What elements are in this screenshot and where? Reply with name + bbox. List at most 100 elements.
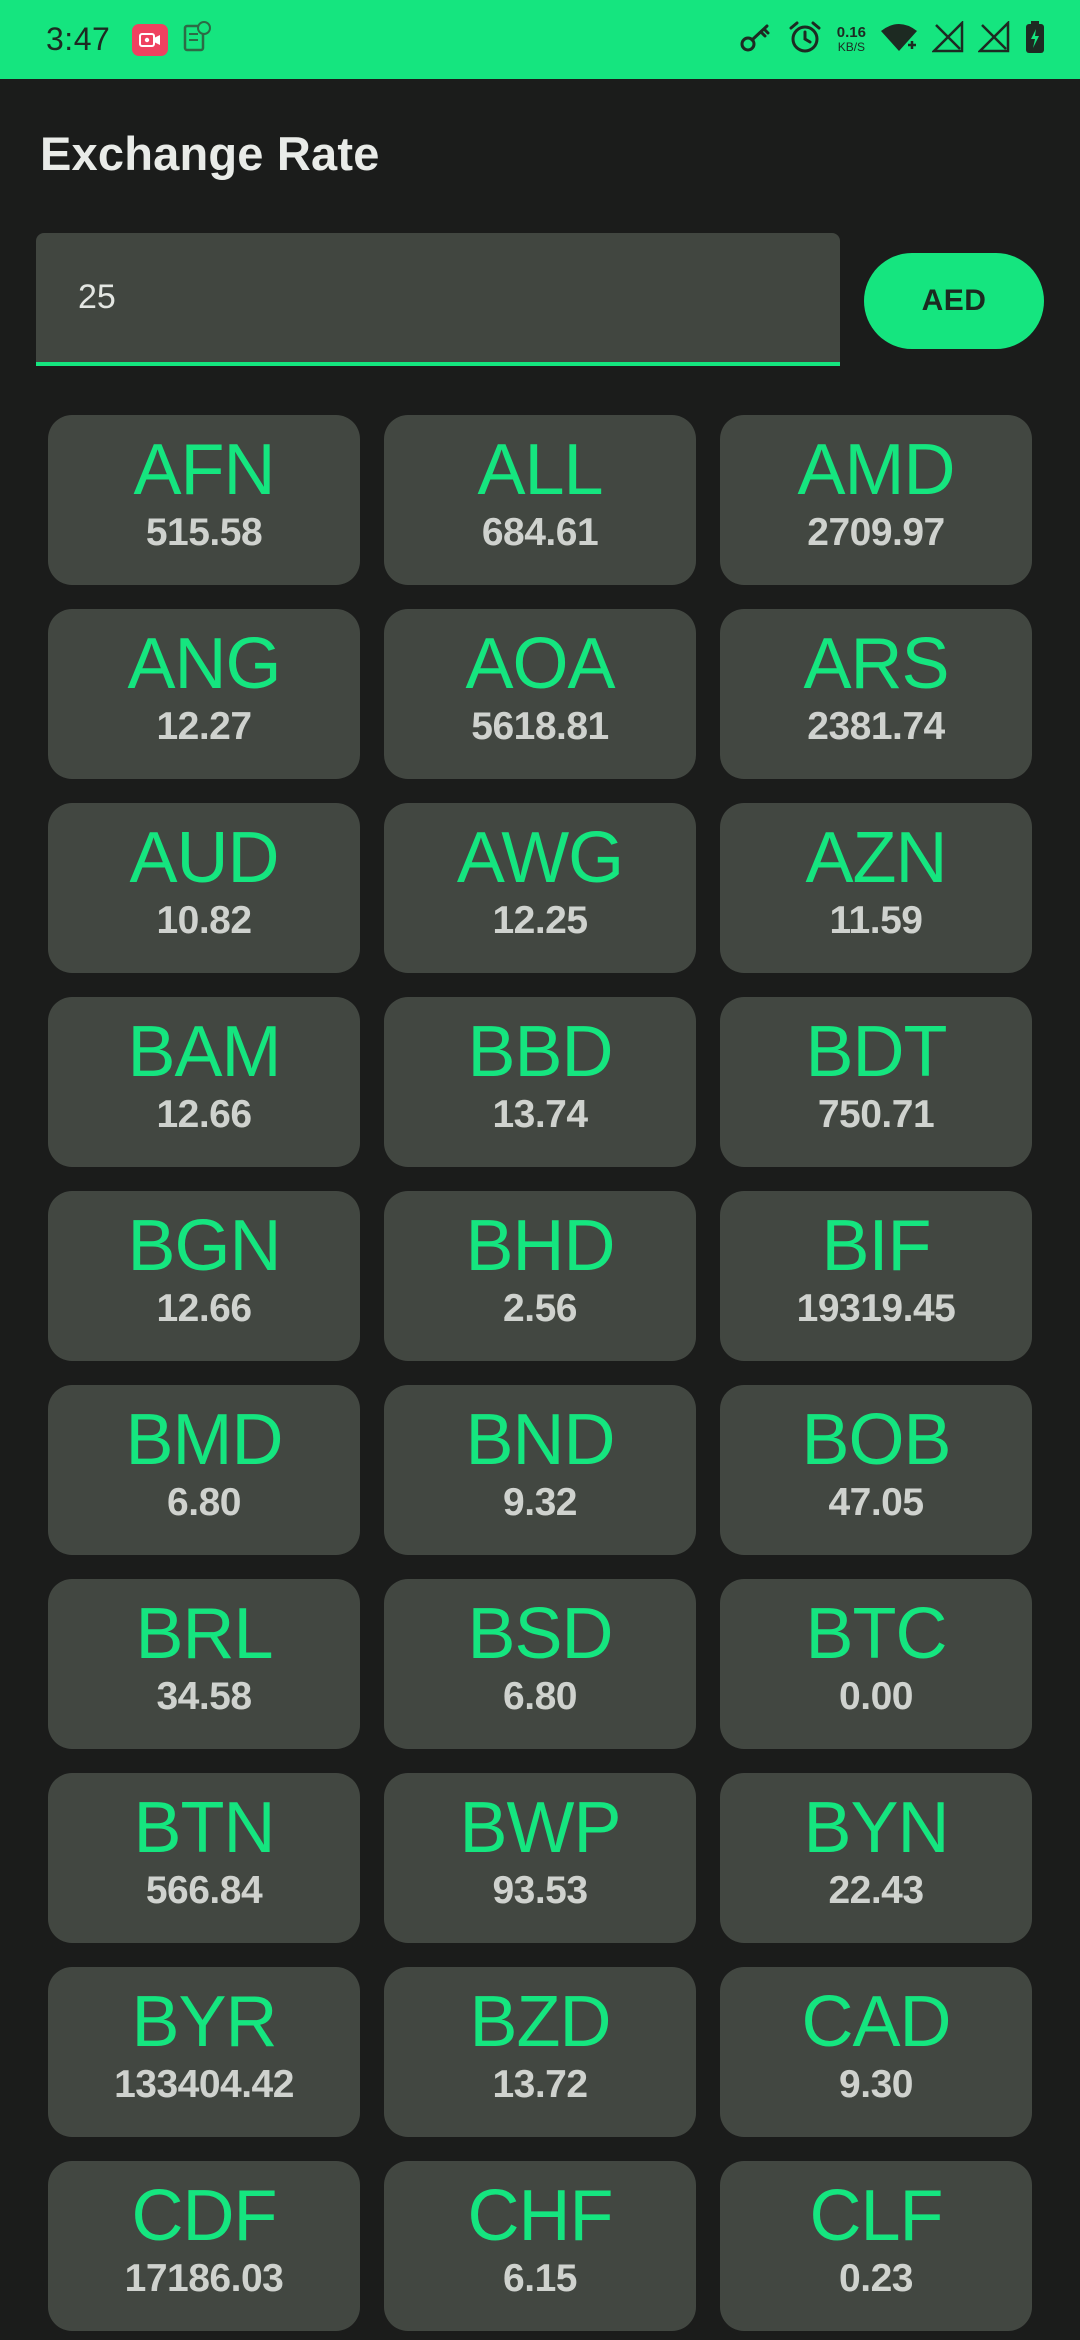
converted-value: 22.43 (828, 1869, 924, 1912)
rate-card[interactable]: CLF 0.23 (720, 2161, 1032, 2331)
currency-code: BYN (803, 1788, 949, 1868)
currency-code: BDT (805, 1012, 948, 1092)
rate-card[interactable]: BYN 22.43 (720, 1773, 1032, 1943)
rate-card[interactable]: BDT 750.71 (720, 997, 1032, 1167)
converted-value: 93.53 (492, 1869, 588, 1912)
notification-icon (182, 20, 212, 59)
currency-code: AOA (465, 624, 615, 704)
rate-card[interactable]: AUD 10.82 (48, 803, 360, 973)
rate-card[interactable]: BTN 566.84 (48, 1773, 360, 1943)
rate-card[interactable]: BRL 34.58 (48, 1579, 360, 1749)
amount-field[interactable] (36, 233, 840, 366)
currency-code: BHD (465, 1206, 615, 1286)
rate-card[interactable]: AOA 5618.81 (384, 609, 696, 779)
rate-card[interactable]: BHD 2.56 (384, 1191, 696, 1361)
currency-code: BTC (805, 1594, 948, 1674)
rate-card[interactable]: BYR 133404.42 (48, 1967, 360, 2137)
rate-card[interactable]: BSD 6.80 (384, 1579, 696, 1749)
currency-code: BWP (459, 1788, 621, 1868)
rate-card[interactable]: BOB 47.05 (720, 1385, 1032, 1555)
converted-value: 0.23 (839, 2257, 913, 2300)
network-speed-unit: KB/S (837, 39, 866, 54)
currency-code: BIF (821, 1206, 931, 1286)
converted-value: 13.72 (492, 2063, 588, 2106)
converted-value: 13.74 (492, 1093, 588, 1136)
currency-code: CAD (801, 1982, 951, 2062)
rate-card[interactable]: BGN 12.66 (48, 1191, 360, 1361)
screen-record-icon (132, 23, 169, 56)
wifi-icon (880, 21, 918, 58)
network-speed: 0.16 KB/S (837, 25, 866, 55)
converted-value: 6.15 (503, 2257, 577, 2300)
rate-card[interactable]: BAM 12.66 (48, 997, 360, 1167)
currency-code: CDF (131, 2176, 278, 2256)
currency-code: AMD (797, 430, 956, 510)
status-left-icons (132, 20, 212, 59)
converted-value: 2709.97 (807, 511, 945, 554)
converted-value: 12.66 (156, 1287, 252, 1330)
amount-input[interactable] (76, 277, 840, 318)
status-bar: 3:47 (0, 0, 1080, 79)
currency-code: ALL (477, 430, 603, 510)
converted-value: 12.25 (492, 899, 588, 942)
converted-value: 9.30 (839, 2063, 913, 2106)
rate-card[interactable]: BZD 13.72 (384, 1967, 696, 2137)
converted-value: 11.59 (829, 899, 923, 942)
signal-icon (930, 19, 964, 58)
rate-card[interactable]: BWP 93.53 (384, 1773, 696, 1943)
rate-card[interactable]: CAD 9.30 (720, 1967, 1032, 2137)
converted-value: 684.61 (481, 511, 599, 554)
rate-card[interactable]: BIF 19319.45 (720, 1191, 1032, 1361)
converted-value: 2381.74 (807, 705, 945, 748)
rate-card[interactable]: ARS 2381.74 (720, 609, 1032, 779)
converted-value: 12.27 (156, 705, 252, 748)
currency-code: BOB (801, 1400, 951, 1480)
signal-icon (976, 19, 1010, 58)
rate-card[interactable]: AZN 11.59 (720, 803, 1032, 973)
rate-card[interactable]: AFN 515.58 (48, 415, 360, 585)
status-right-icons: 0.16 KB/S (739, 19, 1046, 60)
rate-card[interactable]: BND 9.32 (384, 1385, 696, 1555)
currency-code: ARS (803, 624, 949, 704)
converted-value: 0.00 (839, 1675, 913, 1718)
currency-code: CHF (467, 2176, 614, 2256)
currency-code: BZD (469, 1982, 612, 2062)
rate-card[interactable]: BTC 0.00 (720, 1579, 1032, 1749)
currency-code: ANG (127, 624, 281, 704)
converted-value: 10.82 (156, 899, 252, 942)
rate-card[interactable]: BMD 6.80 (48, 1385, 360, 1555)
battery-icon (1024, 20, 1046, 59)
converted-value: 566.84 (145, 1869, 263, 1912)
status-time: 3:47 (46, 21, 111, 57)
converted-value: 17186.03 (124, 2257, 284, 2300)
rate-card[interactable]: AWG 12.25 (384, 803, 696, 973)
converted-value: 12.66 (156, 1093, 252, 1136)
alarm-icon (787, 19, 823, 60)
currency-code: BMD (125, 1400, 284, 1480)
currency-code: BBD (467, 1012, 613, 1092)
converted-value: 47.05 (828, 1481, 924, 1524)
converted-value: 5618.81 (471, 705, 609, 748)
currency-code: BND (465, 1400, 615, 1480)
key-icon (739, 20, 773, 59)
currency-code: BAM (127, 1012, 281, 1092)
rate-card[interactable]: AMD 2709.97 (720, 415, 1032, 585)
page-title: Exchange Rate (40, 127, 380, 180)
base-currency-button[interactable]: AED (864, 253, 1044, 349)
rate-card[interactable]: BBD 13.74 (384, 997, 696, 1167)
rate-card[interactable]: ALL 684.61 (384, 415, 696, 585)
rate-card[interactable]: CHF 6.15 (384, 2161, 696, 2331)
currency-code: AWG (456, 818, 624, 898)
rate-card[interactable]: CDF 17186.03 (48, 2161, 360, 2331)
currency-code: BRL (135, 1594, 273, 1674)
converted-value: 6.80 (503, 1675, 577, 1718)
currency-code: BYR (131, 1982, 277, 2062)
converted-value: 750.71 (817, 1093, 935, 1136)
converted-value: 133404.42 (114, 2063, 294, 2106)
currency-code: BGN (127, 1206, 281, 1286)
rate-card[interactable]: ANG 12.27 (48, 609, 360, 779)
currency-code: BTN (133, 1788, 276, 1868)
currency-code: CLF (809, 2176, 943, 2256)
rate-grid: AFN 515.58 ALL 684.61 AMD 2709.97 ANG 12.27 AOA 5… (48, 415, 1032, 2331)
converted-value: 515.58 (145, 511, 263, 554)
